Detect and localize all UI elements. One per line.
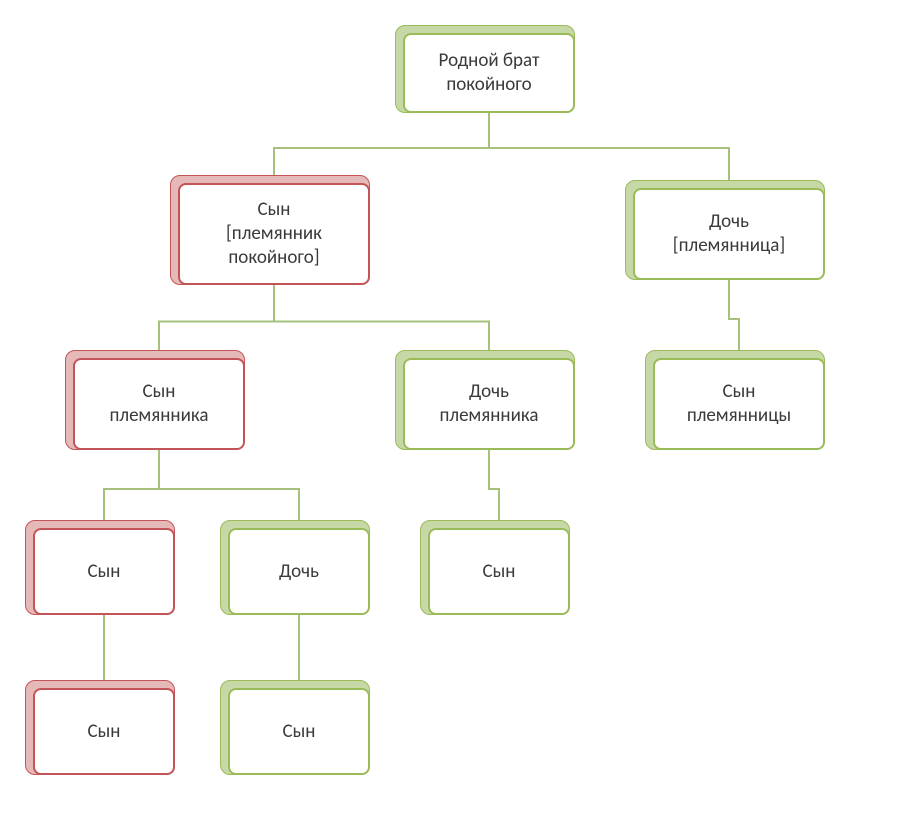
node-label: Сын xyxy=(428,528,570,615)
node-dau: Дочь[племянница] xyxy=(625,180,825,280)
node-l4c: Сын xyxy=(420,520,570,615)
node-label: Дочь xyxy=(228,528,370,615)
node-dson: Сынплемянницы xyxy=(645,350,825,450)
node-root: Родной братпокойного xyxy=(395,25,575,113)
node-l4b: Дочь xyxy=(220,520,370,615)
node-label: Дочь[племянница] xyxy=(633,188,825,280)
node-l5a: Сын xyxy=(25,680,175,775)
node-label: Дочьплемянника xyxy=(403,358,575,450)
node-label: Сынплемянника xyxy=(73,358,245,450)
node-label: Родной братпокойного xyxy=(403,33,575,113)
node-label: Сын xyxy=(33,688,175,775)
node-label: Сын xyxy=(228,688,370,775)
node-son: Сын[племянникпокойного] xyxy=(170,175,370,285)
node-sson: Сынплемянника xyxy=(65,350,245,450)
node-label: Сын[племянникпокойного] xyxy=(178,183,370,285)
node-l4a: Сын xyxy=(25,520,175,615)
node-l5b: Сын xyxy=(220,680,370,775)
node-label: Сын xyxy=(33,528,175,615)
node-sdau: Дочьплемянника xyxy=(395,350,575,450)
node-label: Сынплемянницы xyxy=(653,358,825,450)
